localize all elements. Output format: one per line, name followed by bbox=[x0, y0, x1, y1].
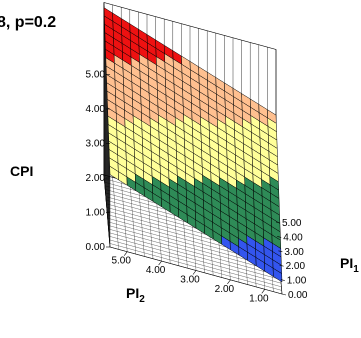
y-axis-title-main: PI bbox=[126, 285, 139, 301]
y-tick-label: 2.00 bbox=[215, 284, 235, 295]
y-tick-label: 1.00 bbox=[249, 293, 269, 304]
y-tick-label: 3.00 bbox=[180, 275, 200, 286]
x-tick-label: 3.00 bbox=[284, 247, 304, 258]
floor-grid-line bbox=[103, 174, 111, 248]
z-tick-label: 3.00 bbox=[86, 139, 106, 150]
floor-grid-line bbox=[129, 182, 136, 255]
x-tick-mark bbox=[281, 293, 287, 296]
x-axis-title-main: PI bbox=[340, 255, 353, 271]
y-tick-mark bbox=[261, 289, 266, 294]
y-axis-title: PI2 bbox=[126, 285, 145, 305]
y-tick-mark bbox=[158, 260, 162, 266]
x-axis-title: PI1 bbox=[340, 255, 359, 275]
y-tick-mark bbox=[123, 251, 128, 256]
y-axis-title-sub: 2 bbox=[139, 294, 145, 305]
z-tick-label: 5.00 bbox=[86, 70, 106, 81]
y-tick-mark bbox=[227, 279, 231, 285]
x-axis-title-sub: 1 bbox=[353, 264, 359, 275]
floor-grid-line bbox=[121, 179, 128, 252]
z-tick-label: 0.00 bbox=[86, 242, 106, 253]
floor-grid-line bbox=[138, 184, 145, 257]
x-tick-label: 4.00 bbox=[283, 232, 303, 243]
x-tick-label: 5.00 bbox=[282, 218, 302, 229]
z-tick-label: 2.00 bbox=[86, 173, 106, 184]
surface-patch bbox=[272, 267, 283, 283]
tick-layer: 0.00 1.00 2.00 3.00 4.00 5.00 1.00 2.00 3.00 4.00… bbox=[86, 70, 308, 305]
z-axis-title: CPI bbox=[10, 163, 33, 179]
y-tick-mark bbox=[192, 270, 197, 275]
floor-grid-line bbox=[112, 177, 119, 250]
x-tick-label: 1.00 bbox=[287, 276, 307, 287]
x-tick-label: 0.00 bbox=[288, 290, 308, 301]
x-tick-mark bbox=[277, 236, 282, 238]
x-tick-mark bbox=[278, 250, 283, 253]
x-tick-mark bbox=[280, 279, 285, 281]
z-tick-label: 1.00 bbox=[86, 208, 106, 219]
x-tick-mark bbox=[279, 264, 284, 267]
floor-grid-line bbox=[146, 186, 154, 259]
y-tick-label: 5.00 bbox=[111, 256, 131, 267]
z-tick-label: 4.00 bbox=[86, 104, 106, 115]
surface-layer bbox=[103, 7, 283, 283]
y-tick-label: 4.00 bbox=[146, 265, 166, 276]
chart-title: 8, p=0.2 bbox=[0, 14, 56, 31]
x-tick-label: 2.00 bbox=[286, 261, 306, 272]
x-tick-mark bbox=[275, 221, 281, 224]
